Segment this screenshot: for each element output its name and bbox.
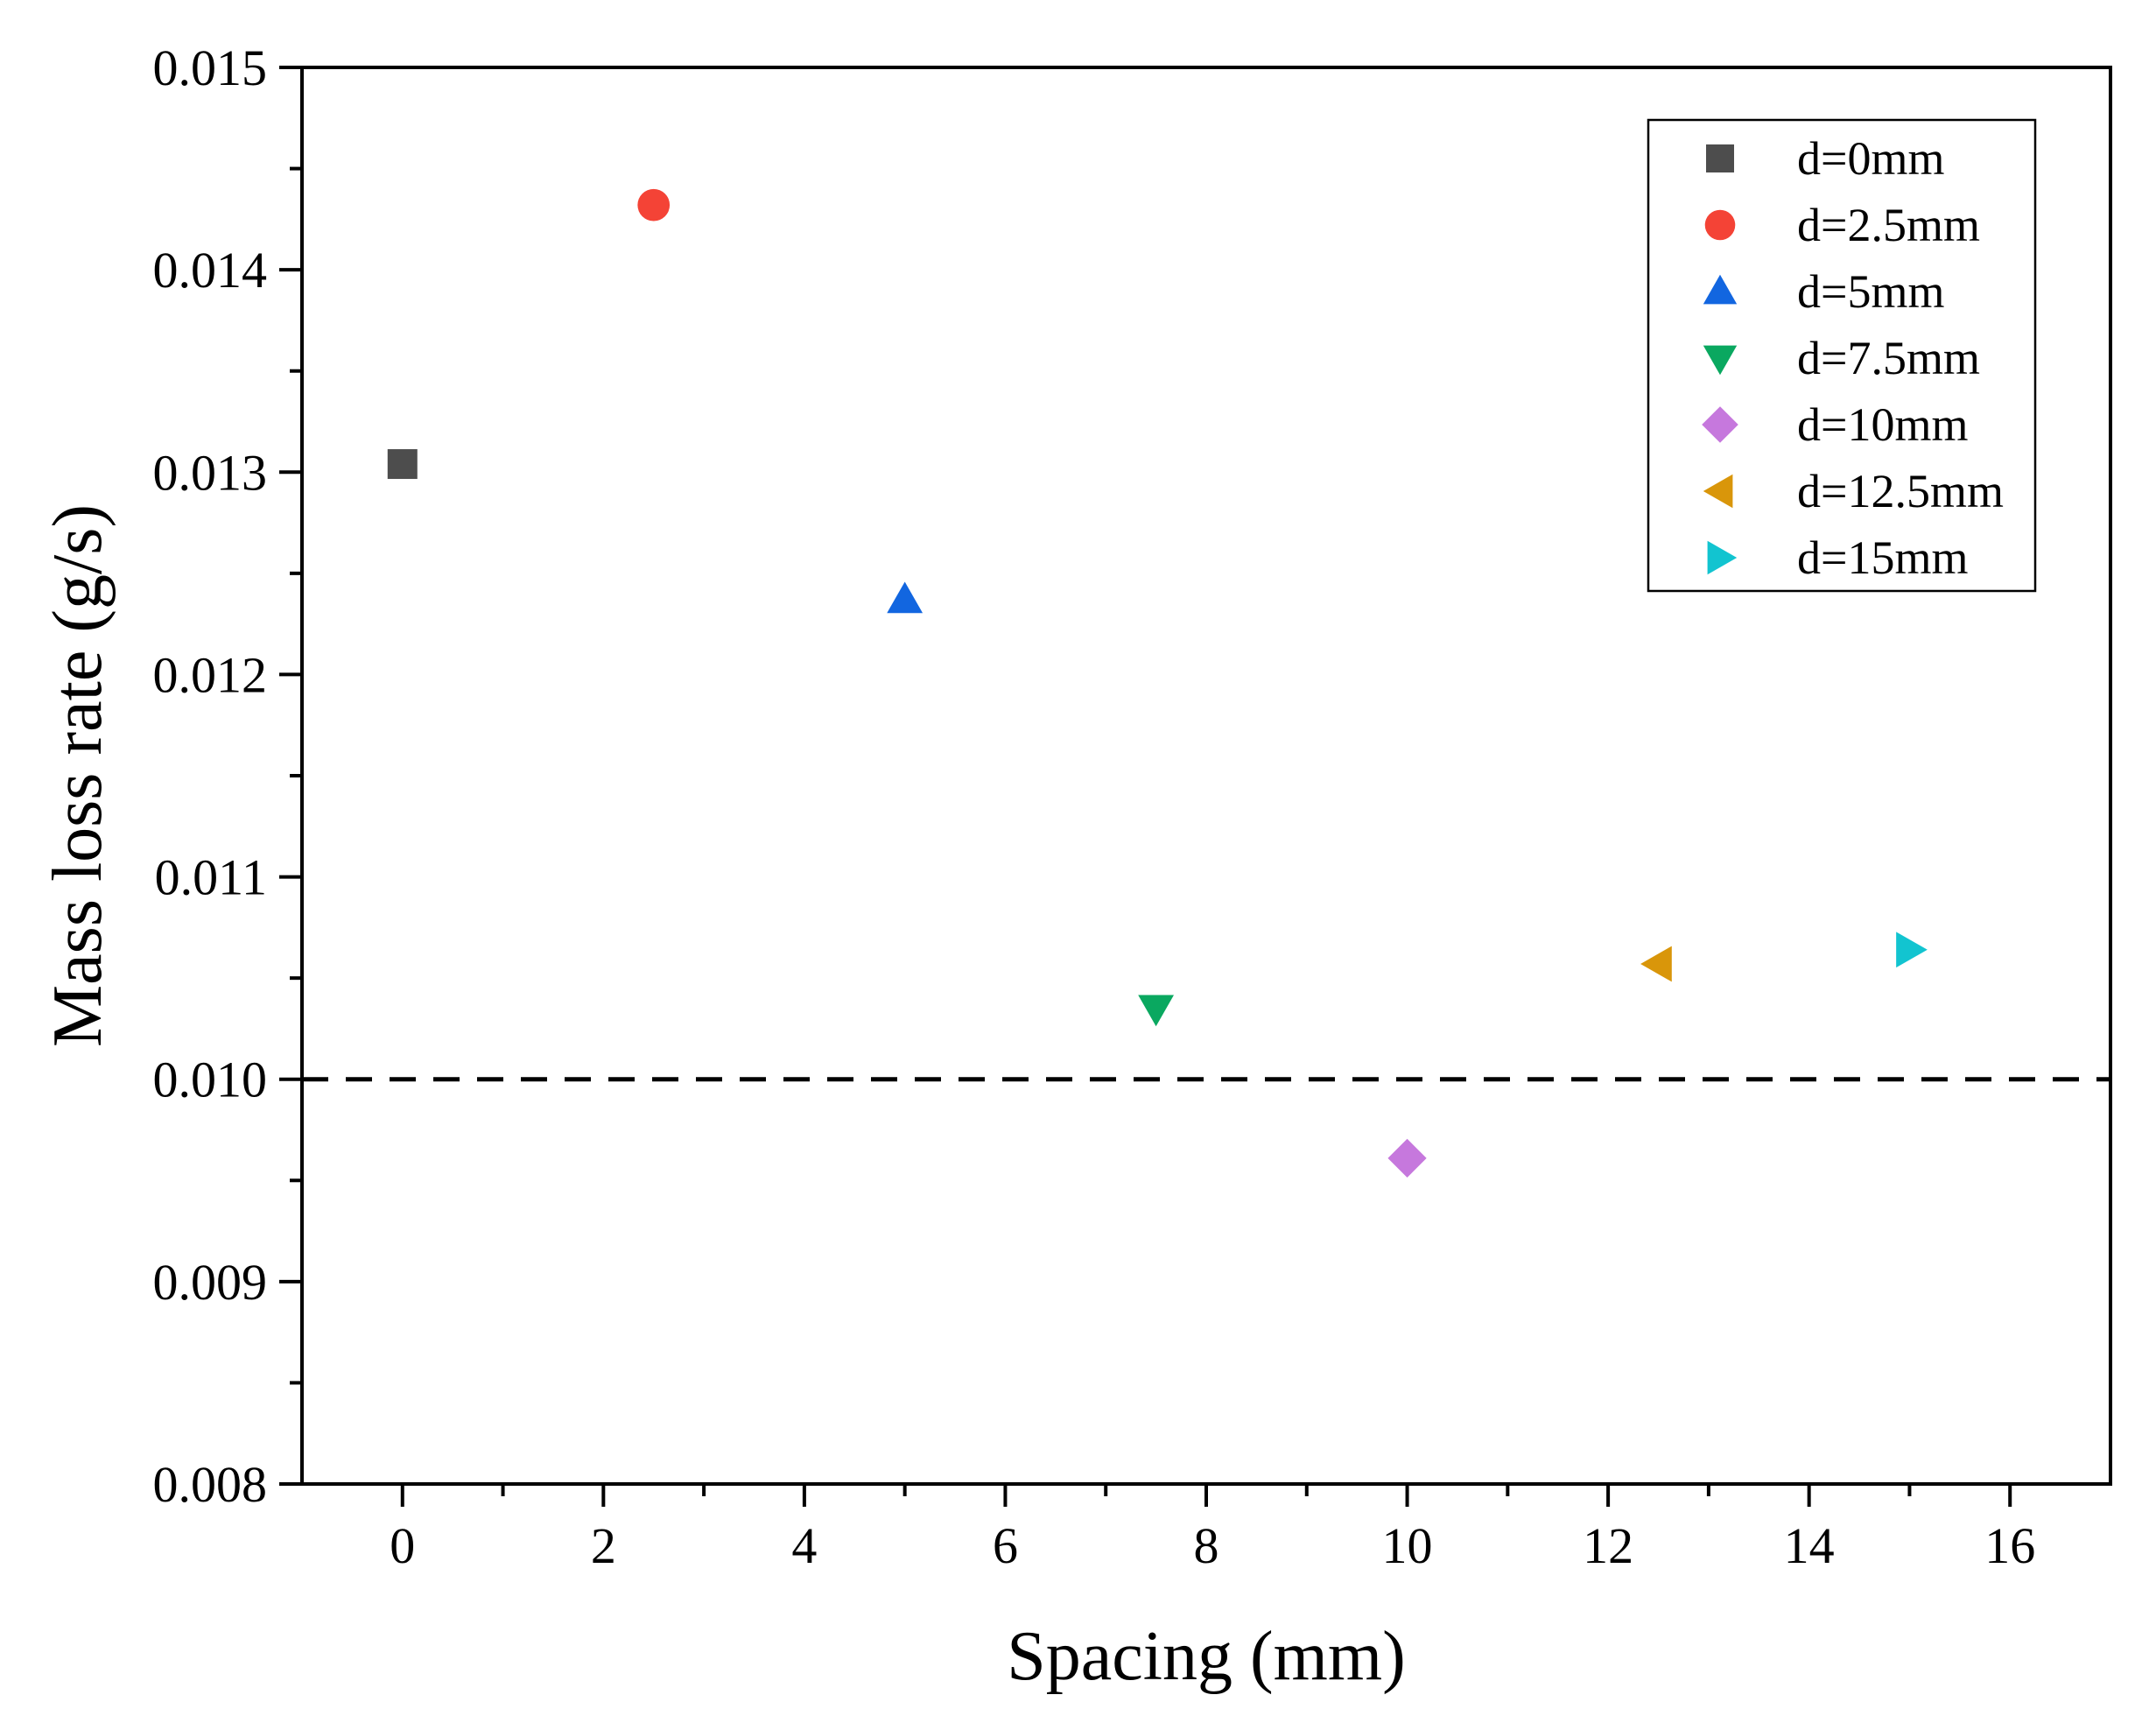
y-tick-label: 0.015 [153,39,268,96]
data-point-d=0mm [387,449,418,480]
y-tick-label: 0.014 [153,242,268,299]
x-tick-label: 4 [791,1517,817,1574]
data-point-d=7.5mm [1138,995,1175,1027]
y-axis-title: Mass loss rate (g/s) [39,504,116,1047]
axis-ticks: 0 2 4 6 8 10 12 14 16 0.008 0.009 0.010 0.011 0.012 0.… [153,39,2036,1574]
legend-label: d=5mm [1797,265,1944,318]
x-tick-label: 8 [1194,1517,1219,1574]
y-tick-label: 0.008 [153,1456,268,1513]
legend-marker-d=0mm [1706,144,1734,172]
x-tick-label: 6 [993,1517,1018,1574]
x-axis-title: Spacing (mm) [1007,1618,1405,1695]
legend: d=0mm d=2.5mm d=5mm d=7.5mm d=10mm d=12.5mm d=… [1647,118,2037,593]
legend-marker-d=15mm [1707,540,1738,575]
legend-marker-d=7.5mm [1703,345,1738,376]
data-point-d=12.5mm [1640,946,1672,982]
y-tick-label: 0.009 [153,1254,268,1311]
x-tick-label: 2 [591,1517,616,1574]
legend-marker-d=10mm [1702,406,1738,443]
data-point-d=15mm [1896,932,1928,968]
data-point-d=2.5mm [637,188,671,222]
legend-marker-d=2.5mm [1704,209,1736,241]
data-points [387,188,1928,1178]
legend-marker-d=12.5mm [1703,474,1733,509]
legend-label: d=15mm [1797,531,1968,584]
x-tick-label: 16 [1984,1517,2035,1574]
y-tick-label: 0.013 [153,444,268,501]
x-tick-label: 12 [1583,1517,1633,1574]
y-tick-label: 0.011 [155,849,267,906]
legend-marker-d=5mm [1703,274,1738,305]
legend-label: d=12.5mm [1797,465,2004,517]
y-tick-label: 0.012 [153,646,268,703]
x-tick-label: 14 [1784,1517,1835,1574]
y-tick-label: 0.010 [153,1051,268,1108]
x-tick-label: 0 [390,1517,415,1574]
plot-area-frame [300,66,2112,1486]
legend-label: d=10mm [1797,398,1968,451]
data-point-d=5mm [887,581,923,614]
legend-label: d=0mm [1797,132,1944,185]
data-point-d=10mm [1387,1138,1427,1178]
legend-label: d=7.5mm [1797,332,1980,384]
x-tick-label: 10 [1382,1517,1433,1574]
legend-label: d=2.5mm [1797,199,1980,251]
